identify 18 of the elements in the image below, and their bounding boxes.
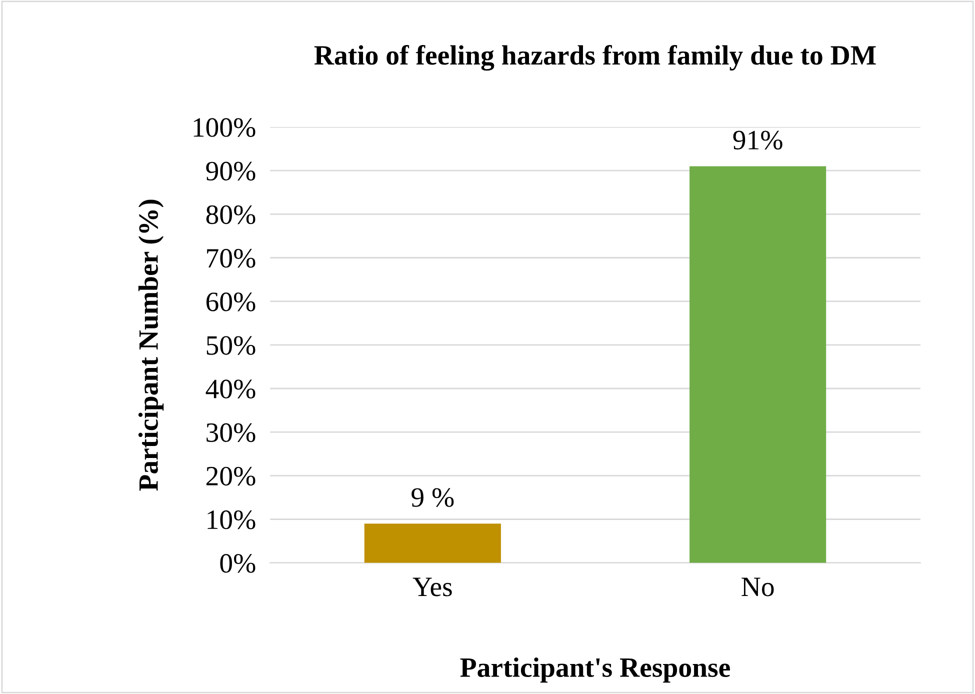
data-label: 91% — [733, 130, 782, 150]
y-tick-label: 90% — [206, 162, 256, 181]
y-tick-label: 80% — [206, 205, 256, 224]
y-tick-label: 70% — [207, 248, 256, 268]
y-tick-label: 10% — [208, 510, 256, 530]
y-tick-label: 0% — [220, 554, 256, 573]
y-tick-label: 50% — [206, 336, 256, 355]
y-tick-label: 20% — [206, 466, 256, 486]
x-tick-label: Yes — [412, 578, 452, 596]
y-tick-label: 60% — [206, 292, 256, 312]
y-tick-label: 40% — [206, 380, 256, 399]
y-tick-label: 30% — [206, 423, 256, 442]
x-axis-title: Participant's Response — [460, 657, 730, 683]
chart-title: Ratio of feeling hazards from family due to DM — [314, 44, 876, 71]
x-tick-label: No — [742, 578, 774, 596]
data-label: 9 % — [412, 488, 454, 507]
y-axis-title: Participant Number (%) — [138, 200, 164, 491]
y-tick-label: 100% — [194, 118, 256, 138]
